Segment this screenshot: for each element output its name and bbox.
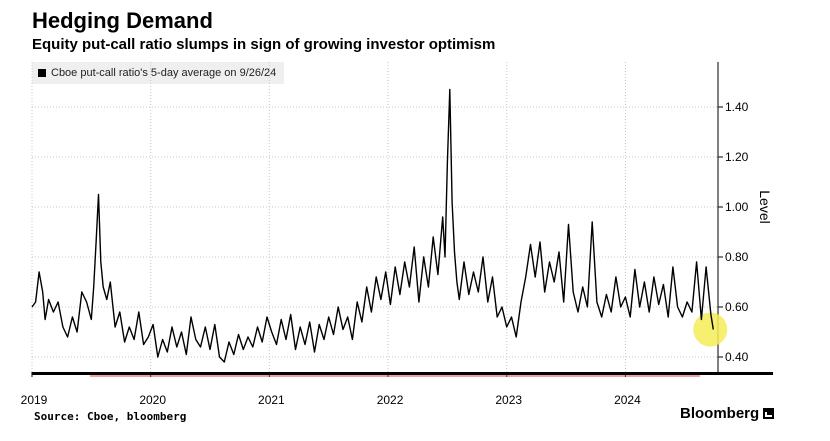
y-tick-label: 1.00: [725, 200, 749, 214]
y-tick-label: 1.40: [725, 100, 749, 114]
x-tick-label: 2019: [21, 393, 48, 407]
y-tick-label: 0.60: [725, 300, 749, 314]
brand-name: Bloomberg: [680, 405, 760, 422]
y-tick-label: 0.80: [725, 250, 749, 264]
y-axis-label: Level: [757, 190, 773, 223]
x-tick-label: 2022: [377, 393, 404, 407]
legend-label: Cboe put-call ratio's 5-day average on 9…: [51, 67, 277, 79]
x-axis-line: [32, 372, 773, 375]
x-tick-label: 2023: [495, 393, 522, 407]
bloomberg-chart-icon: [763, 408, 775, 419]
series-line: [31, 88, 714, 363]
chart-subtitle: Equity put-call ratio slumps in sign of …: [32, 36, 496, 53]
source-note: Source: Cboe, bloomberg: [34, 410, 187, 423]
x-tick-label: 2020: [139, 393, 166, 407]
x-tick-label: 2021: [258, 393, 285, 407]
legend-swatch: [38, 69, 46, 77]
x-tick-label: 2024: [614, 393, 641, 407]
y-tick-label: 0.40: [725, 350, 749, 364]
highlight-circle: [693, 312, 728, 347]
chart-title: Hedging Demand: [32, 8, 213, 33]
brand-logo: Bloomberg: [680, 405, 775, 422]
legend: Cboe put-call ratio's 5-day average on 9…: [32, 62, 285, 84]
y-tick-label: 1.20: [725, 150, 749, 164]
